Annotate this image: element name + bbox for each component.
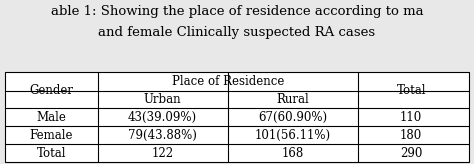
Text: Male: Male [36,111,66,124]
Text: 67(60.90%): 67(60.90%) [258,111,328,124]
Text: 180: 180 [400,129,422,142]
Bar [5,72,469,162]
Text: Total: Total [396,84,426,97]
Text: Place of Residence: Place of Residence [172,75,284,88]
Text: Total: Total [36,147,66,160]
Text: Female: Female [29,129,73,142]
Text: 43(39.09%): 43(39.09%) [128,111,197,124]
Text: Gender: Gender [29,84,73,97]
Text: 79(43.88%): 79(43.88%) [128,129,197,142]
Text: Rural: Rural [276,93,309,106]
Text: 122: 122 [152,147,174,160]
Text: able 1: Showing the place of residence according to ma: able 1: Showing the place of residence a… [51,5,423,18]
Text: 290: 290 [400,147,422,160]
Text: Urban: Urban [144,93,182,106]
Text: 101(56.11%): 101(56.11%) [255,129,331,142]
Text: 168: 168 [282,147,304,160]
Text: and female Clinically suspected RA cases: and female Clinically suspected RA cases [99,26,375,39]
Text: 110: 110 [400,111,422,124]
